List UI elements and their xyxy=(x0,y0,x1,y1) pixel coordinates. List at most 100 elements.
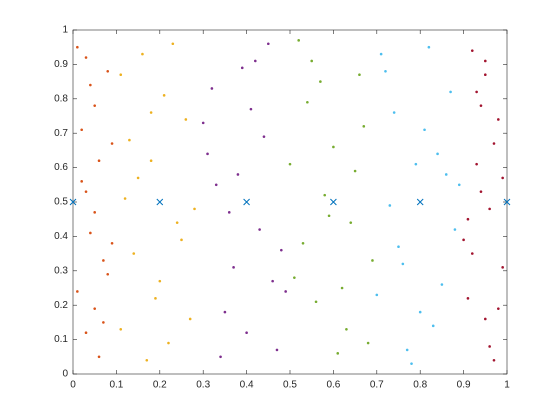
point xyxy=(405,348,409,352)
point xyxy=(401,262,405,266)
x-tick-label: 1 xyxy=(504,380,510,391)
center-marker xyxy=(503,198,511,206)
point xyxy=(188,317,192,321)
point xyxy=(106,69,110,73)
point xyxy=(392,111,396,114)
point xyxy=(440,283,444,286)
point xyxy=(193,207,196,211)
point xyxy=(470,252,474,255)
x-tick-label: 0.6 xyxy=(326,380,340,391)
point xyxy=(76,45,79,49)
y-tick-label: 0.9 xyxy=(54,59,68,70)
point xyxy=(388,204,392,207)
point xyxy=(280,248,283,252)
point xyxy=(119,73,123,77)
point xyxy=(97,355,101,359)
point xyxy=(488,345,491,348)
point xyxy=(102,259,105,262)
point xyxy=(497,118,500,121)
point xyxy=(470,49,474,52)
point xyxy=(184,118,188,121)
point xyxy=(349,221,353,224)
y-tick-label: 0.5 xyxy=(54,197,68,208)
point xyxy=(245,331,248,335)
point xyxy=(423,128,426,132)
point xyxy=(319,80,322,83)
point xyxy=(275,348,279,352)
point xyxy=(206,152,209,156)
point xyxy=(436,152,439,156)
point xyxy=(366,341,370,345)
point xyxy=(457,183,461,187)
point xyxy=(106,272,110,276)
point xyxy=(466,217,470,221)
point xyxy=(119,327,123,331)
point xyxy=(162,94,166,97)
point xyxy=(80,128,83,132)
point xyxy=(484,59,487,63)
point xyxy=(293,276,296,279)
point xyxy=(149,111,153,114)
center-marker xyxy=(416,198,424,206)
point xyxy=(340,286,344,290)
point xyxy=(345,327,348,331)
center-marker xyxy=(330,198,337,206)
point xyxy=(453,228,457,231)
point xyxy=(84,56,88,59)
point xyxy=(123,197,127,200)
point xyxy=(297,39,300,42)
point xyxy=(479,104,483,107)
x-tick-label: 0.2 xyxy=(153,380,167,391)
y-tick-label: 0.6 xyxy=(54,162,68,173)
y-tick-label: 0.3 xyxy=(54,265,68,276)
point xyxy=(89,83,92,87)
y-tick-label: 0.4 xyxy=(54,231,68,242)
point xyxy=(353,169,357,173)
point xyxy=(145,358,149,362)
point xyxy=(236,173,240,176)
point xyxy=(475,90,478,94)
point xyxy=(497,307,500,310)
x-tick-label: 0.8 xyxy=(413,380,427,391)
point xyxy=(253,59,257,63)
point xyxy=(167,341,170,345)
point xyxy=(501,176,504,180)
center-marker xyxy=(156,198,164,206)
point xyxy=(462,238,465,242)
point xyxy=(466,297,470,300)
point xyxy=(492,142,496,145)
point xyxy=(358,73,361,77)
point xyxy=(84,331,88,335)
point xyxy=(484,73,487,77)
point xyxy=(397,245,400,249)
point xyxy=(240,66,244,70)
point xyxy=(132,252,136,255)
point xyxy=(427,45,431,49)
point xyxy=(76,290,79,293)
point xyxy=(262,135,266,138)
point xyxy=(227,211,231,214)
point xyxy=(323,193,327,197)
point xyxy=(501,266,504,269)
y-tick-label: 0.8 xyxy=(54,93,68,104)
point xyxy=(102,321,105,324)
x-tick-label: 0.3 xyxy=(196,380,210,391)
y-tick-label: 1 xyxy=(62,25,68,36)
x-tick-label: 0.1 xyxy=(109,380,123,391)
point xyxy=(488,207,491,211)
point xyxy=(128,138,131,142)
point xyxy=(284,290,287,293)
point xyxy=(223,310,227,314)
point xyxy=(306,100,309,104)
point xyxy=(249,107,253,111)
point xyxy=(431,324,435,328)
point xyxy=(93,211,96,214)
point xyxy=(418,310,422,314)
point xyxy=(479,190,483,193)
y-tick-label: 0 xyxy=(62,369,68,380)
x-tick-label: 0.5 xyxy=(283,380,297,391)
point xyxy=(180,238,183,242)
point xyxy=(154,297,157,300)
